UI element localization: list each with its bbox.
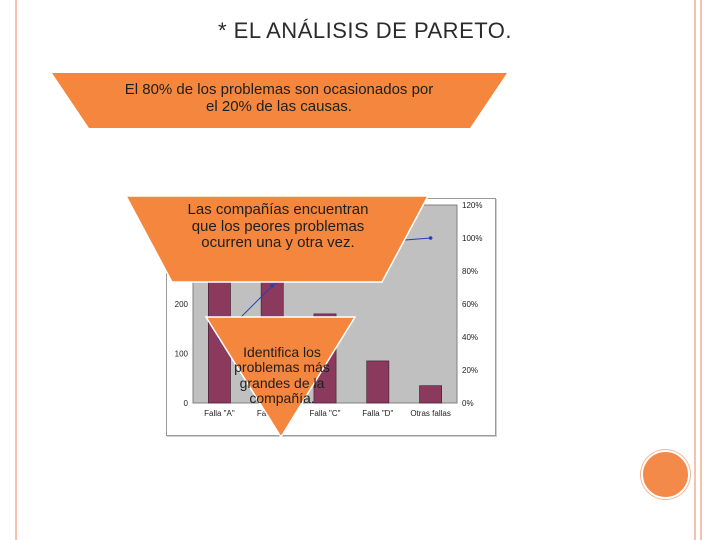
orange-circle-decoration xyxy=(641,450,690,499)
bar xyxy=(366,360,390,404)
y2-tick-label: 40% xyxy=(462,333,478,342)
callout-top-shape xyxy=(52,73,507,128)
y-tick-label: 0 xyxy=(184,399,189,408)
frame-right-line-inner xyxy=(700,0,702,540)
frame-left-line xyxy=(15,0,17,540)
bar xyxy=(419,385,442,404)
y2-tick-label: 60% xyxy=(462,300,478,309)
y-tick-label: 200 xyxy=(175,300,189,309)
y2-tick-label: 80% xyxy=(462,267,478,276)
y2-tick-label: 120% xyxy=(462,201,482,210)
callout-middle-text: Las compañías encuentran que los peores … xyxy=(187,201,369,251)
slide-title: * EL ANÁLISIS DE PARETO. xyxy=(217,18,513,43)
y2-tick-label: 100% xyxy=(462,234,482,243)
y2-tick-label: 0% xyxy=(462,399,474,408)
y-tick-label: 100 xyxy=(175,350,189,359)
y2-tick-label: 20% xyxy=(462,366,478,375)
frame-right-line-outer xyxy=(694,0,696,540)
x-tick-label: Otras fallas xyxy=(410,409,450,418)
callout-bottom-shape xyxy=(204,316,357,439)
x-tick-label: Falla "A" xyxy=(204,409,235,418)
callout-top-text: El 80% de los problemas son ocasionados … xyxy=(124,81,434,115)
cumulative-point xyxy=(428,236,433,240)
callout-middle-shape xyxy=(124,195,430,283)
x-tick-label: Falla "D" xyxy=(362,409,393,418)
x-tick-label: Falla "C" xyxy=(309,409,340,418)
cumulative-point xyxy=(270,284,274,288)
callout-bottom-text: Identifica los problemas más grandes de … xyxy=(234,344,330,407)
